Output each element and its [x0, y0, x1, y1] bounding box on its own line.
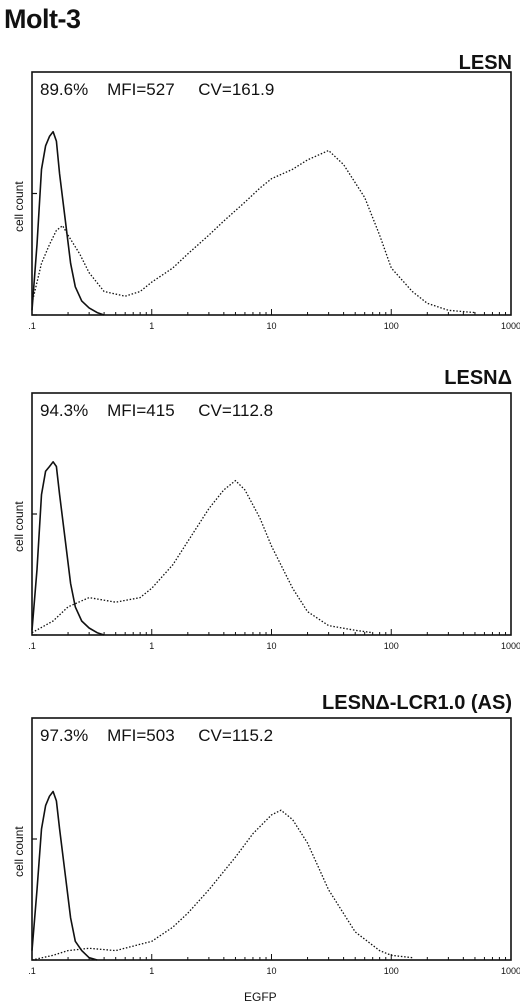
panel-2-title: LESNΔ — [444, 367, 512, 389]
panel-2-stats: 94.3% MFI=415 CV=112.8 — [40, 401, 274, 420]
panel-3-xtick-label-3: 100 — [384, 966, 399, 976]
panel-1-xtick-label-2: 10 — [266, 321, 276, 331]
panel-3-title: LESNΔ-LCR1.0 (AS) — [322, 692, 512, 714]
panel-1-xtick-label-0: .1 — [28, 321, 36, 331]
panel-2-xtick-label-2: 10 — [266, 641, 276, 651]
panel-3-xtick-label-2: 10 — [266, 966, 276, 976]
panel-2-xtick-label-3: 100 — [384, 641, 399, 651]
panel-2-frame — [31, 392, 512, 636]
panel-1-frame — [31, 71, 512, 316]
panel-1-title: LESN — [458, 52, 512, 74]
panel-1-xtick-label-1: 1 — [149, 321, 154, 331]
panel-3-frame — [31, 717, 512, 961]
panel-2-series-solid — [31, 460, 105, 636]
panel-3-series-solid — [31, 790, 98, 961]
panel-2-xtick-label-1: 1 — [149, 641, 154, 651]
panel-1-xtick-label-3: 100 — [384, 321, 399, 331]
panel-2-series-dotted — [31, 479, 373, 634]
panel-1-series-solid — [31, 130, 105, 316]
figure-title: Molt-3 — [4, 4, 81, 34]
panel-3-xtick-label-0: .1 — [28, 966, 36, 976]
x-axis-label: EGFP — [244, 990, 277, 1004]
panel-1-series-dotted — [31, 149, 476, 314]
panel-3-xtick-label-1: 1 — [149, 966, 154, 976]
panel-2-xtick-label-4: 1000 — [501, 641, 520, 651]
panel-1-stats: 89.6% MFI=527 CV=161.9 — [40, 80, 275, 99]
panel-3-series-dotted — [31, 809, 413, 961]
panel-2-xtick-label-0: .1 — [28, 641, 36, 651]
panel-1-xtick-label-4: 1000 — [501, 321, 520, 331]
panel-3-stats: 97.3% MFI=503 CV=115.2 — [40, 726, 274, 745]
panel-3-xtick-label-4: 1000 — [501, 966, 520, 976]
